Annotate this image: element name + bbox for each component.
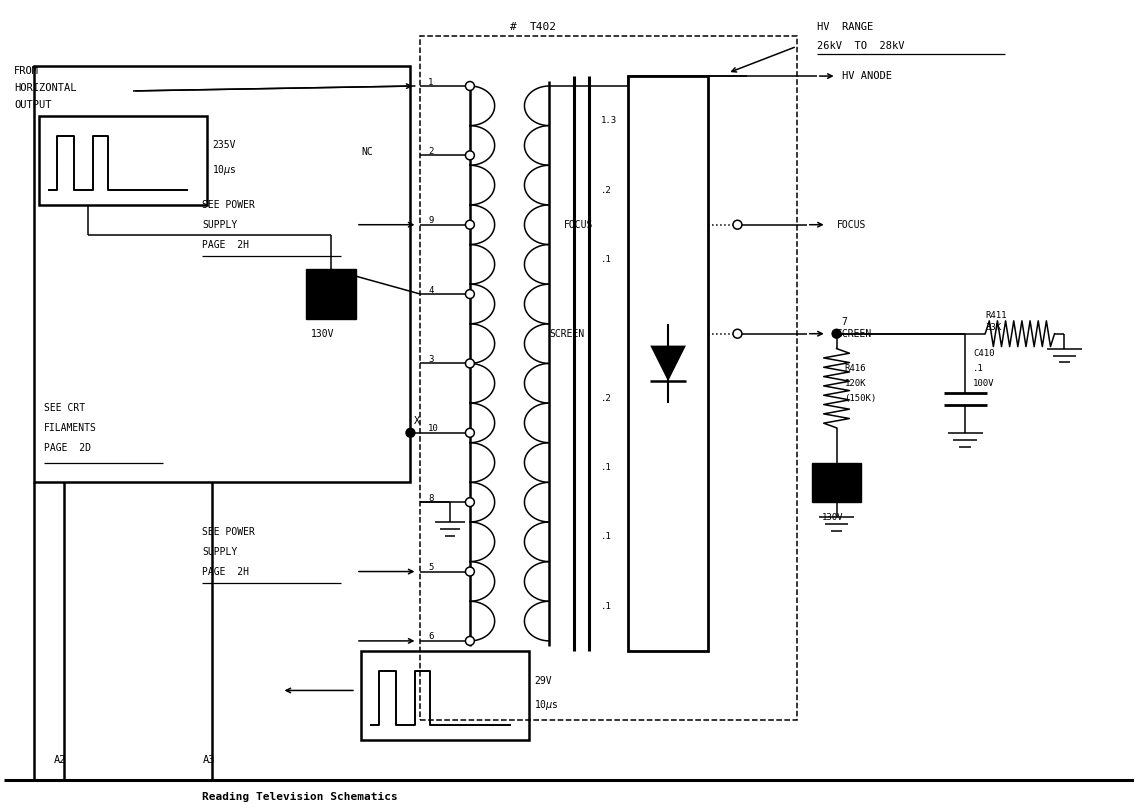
Text: PAGE  2H: PAGE 2H [203, 566, 249, 577]
Text: SUPPLY: SUPPLY [203, 220, 238, 229]
Text: R411: R411 [986, 311, 1007, 321]
Circle shape [465, 428, 475, 437]
Circle shape [465, 221, 475, 229]
Text: HV  RANGE: HV RANGE [817, 22, 873, 32]
Text: .1: .1 [973, 364, 984, 373]
Text: HV ANODE: HV ANODE [841, 71, 891, 81]
Text: 33K: 33K [986, 323, 1001, 332]
Circle shape [465, 498, 475, 507]
Text: 130V: 130V [312, 329, 335, 339]
Text: A3: A3 [203, 755, 215, 765]
Bar [420, 36, 797, 720]
Text: 8: 8 [428, 494, 434, 503]
Circle shape [465, 151, 475, 160]
Text: 235V: 235V [213, 141, 236, 150]
Text: #: # [510, 22, 517, 32]
Text: 7: 7 [841, 317, 848, 326]
Circle shape [465, 289, 475, 298]
Text: 1: 1 [428, 78, 434, 86]
Text: 10: 10 [428, 424, 439, 433]
Text: .2: .2 [601, 186, 611, 195]
Text: (150K): (150K) [844, 393, 876, 402]
Text: .1: .1 [601, 463, 611, 472]
Text: SEE POWER: SEE POWER [203, 527, 255, 537]
Text: SEE CRT: SEE CRT [43, 403, 85, 413]
Text: SUPPLY: SUPPLY [203, 547, 238, 557]
Text: 26kV  TO  28kV: 26kV TO 28kV [817, 41, 905, 52]
Text: .1: .1 [601, 532, 611, 541]
Text: C410: C410 [973, 349, 995, 358]
Text: NC: NC [361, 147, 372, 158]
Bar [39, 116, 207, 205]
Text: R416: R416 [844, 364, 866, 373]
Polygon shape [650, 346, 686, 381]
Text: FOCUS: FOCUS [564, 220, 593, 229]
Circle shape [465, 359, 475, 368]
Text: SCREEN: SCREEN [836, 329, 872, 339]
Text: Reading Television Schematics: Reading Television Schematics [203, 793, 398, 802]
Text: .1: .1 [601, 255, 611, 264]
Bar [361, 650, 529, 740]
Text: T402: T402 [529, 22, 556, 32]
Text: HORIZONTAL: HORIZONTAL [14, 83, 76, 93]
Text: 10$\mu$s: 10$\mu$s [213, 163, 237, 177]
Text: FILAMENTS: FILAMENTS [43, 423, 97, 433]
Bar [34, 66, 411, 482]
Bar [306, 269, 356, 319]
Text: 130V: 130V [822, 512, 843, 521]
Text: 4: 4 [428, 285, 434, 295]
Text: A2: A2 [53, 755, 66, 765]
Text: FOCUS: FOCUS [836, 220, 866, 229]
Circle shape [832, 329, 841, 339]
Text: .2: .2 [601, 393, 611, 402]
Text: 3: 3 [428, 355, 434, 364]
Text: SCREEN: SCREEN [550, 329, 585, 339]
Text: 9: 9 [428, 217, 434, 225]
Text: OUTPUT: OUTPUT [14, 100, 51, 110]
Circle shape [465, 82, 475, 90]
Text: 120K: 120K [844, 379, 866, 388]
Text: 100V: 100V [973, 379, 995, 388]
Circle shape [733, 329, 742, 339]
Text: 6: 6 [428, 633, 434, 642]
Bar [811, 462, 861, 502]
Text: 29V: 29V [535, 675, 552, 685]
Bar [628, 76, 708, 650]
Text: 5: 5 [428, 563, 434, 572]
Text: SEE POWER: SEE POWER [203, 200, 255, 210]
Circle shape [465, 637, 475, 646]
Text: PAGE  2D: PAGE 2D [43, 443, 91, 452]
Circle shape [406, 428, 415, 437]
Text: X: X [413, 416, 420, 426]
Text: 1.3: 1.3 [601, 116, 617, 125]
Text: FROM: FROM [14, 66, 39, 76]
Circle shape [465, 567, 475, 576]
Circle shape [733, 221, 742, 229]
Text: .1: .1 [601, 602, 611, 611]
Text: 2: 2 [428, 147, 434, 156]
Text: 10$\mu$s: 10$\mu$s [535, 698, 559, 713]
Text: PAGE  2H: PAGE 2H [203, 239, 249, 250]
